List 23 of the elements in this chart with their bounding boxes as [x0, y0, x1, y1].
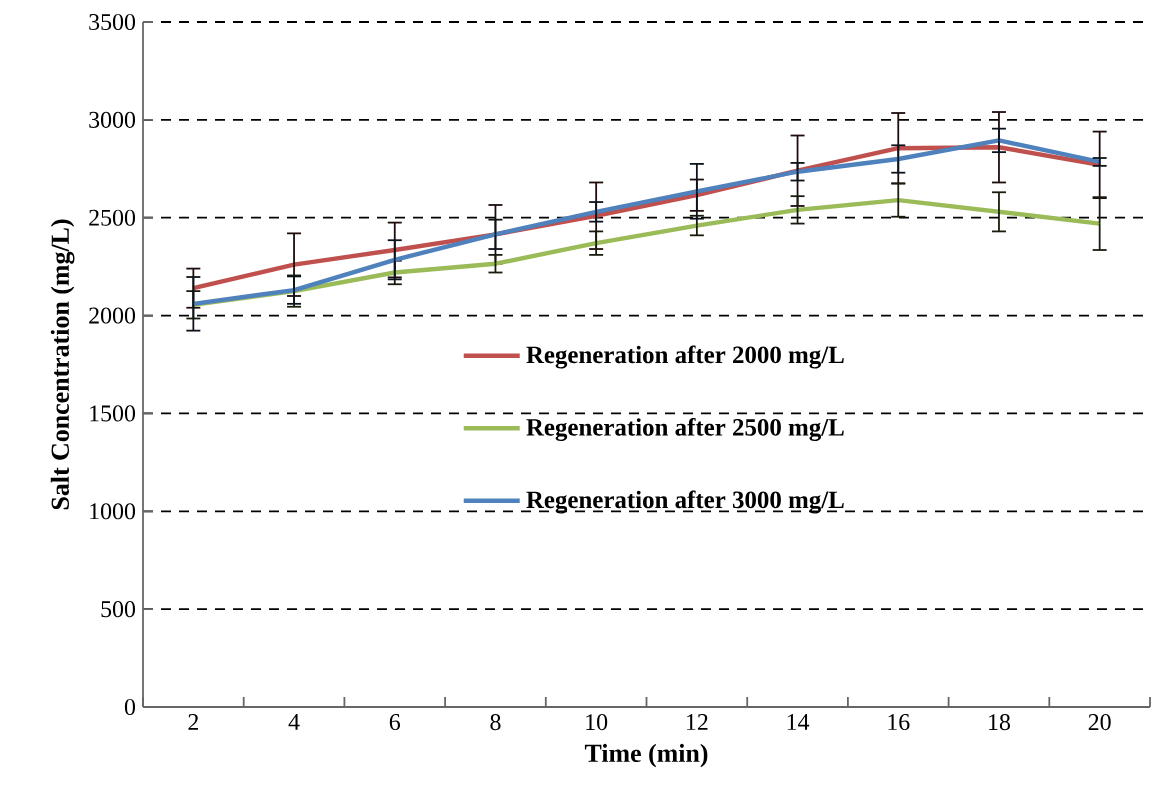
- x-tick-label: 6: [389, 714, 401, 731]
- y-axis-title: Salt Concentration (mg/L): [50, 219, 75, 510]
- x-axis-title: Time (min): [584, 743, 708, 768]
- x-tick-label: 16: [888, 714, 910, 731]
- y-tick-label: 500: [101, 601, 136, 618]
- y-tick-label: 3500: [89, 13, 136, 31]
- x-tick-label: 4: [288, 714, 300, 730]
- x-tick-label: 10: [586, 714, 608, 731]
- x-tick-label: 12: [687, 714, 708, 730]
- y-tick-label: 0: [124, 698, 136, 716]
- y-tick-label: 1000: [90, 503, 136, 520]
- x-tick-label: 20: [1088, 714, 1111, 731]
- y-tick-label: 2500: [89, 209, 136, 226]
- x-tick-label: 14: [787, 714, 810, 730]
- legend-label: Regeneration after 3000 mg/L: [526, 490, 844, 514]
- legend-label: Regeneration after 2000 mg/L: [526, 345, 844, 369]
- x-tick-label: 2: [188, 714, 198, 730]
- legend-label: Regeneration after 2500 mg/L: [526, 417, 844, 441]
- y-tick-label: 2000: [89, 307, 136, 324]
- x-tick-label: 8: [490, 714, 501, 731]
- x-tick-label: 18: [989, 714, 1010, 731]
- y-tick-label: 3000: [89, 111, 136, 128]
- y-tick-label: 1500: [90, 405, 136, 422]
